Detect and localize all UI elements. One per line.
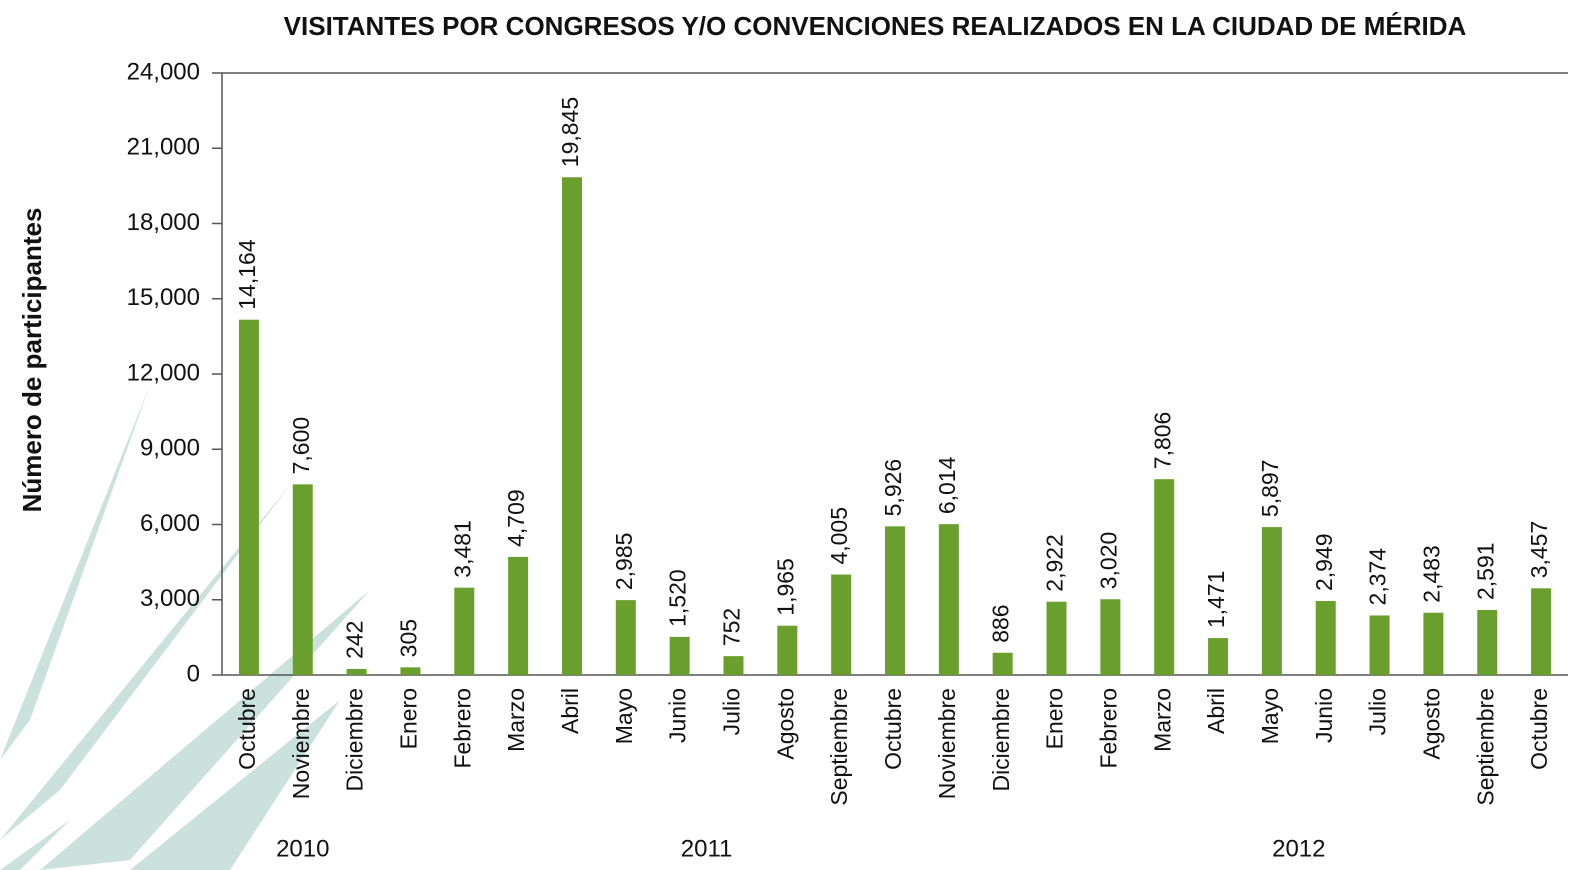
x-tick-label: Diciembre xyxy=(342,688,368,792)
background-leaf xyxy=(130,700,340,870)
value-label: 2,483 xyxy=(1418,545,1444,603)
background-leaf xyxy=(0,485,290,840)
bar xyxy=(831,574,852,675)
value-label: 14,164 xyxy=(234,239,260,310)
x-tick-label: Octubre xyxy=(234,688,260,770)
chart-title: VISITANTES POR CONGRESOS Y/O CONVENCIONE… xyxy=(284,11,1467,41)
bar xyxy=(1261,527,1282,675)
bar xyxy=(1369,615,1390,675)
x-tick-label: Abril xyxy=(557,688,583,734)
x-tick-label: Octubre xyxy=(880,688,906,770)
x-tick-label: Diciembre xyxy=(988,688,1014,792)
bar xyxy=(777,625,798,675)
bar xyxy=(1531,588,1552,675)
bar xyxy=(1154,479,1175,675)
value-label: 1,965 xyxy=(772,558,798,616)
value-label: 5,926 xyxy=(880,459,906,517)
bar xyxy=(1100,599,1121,675)
x-group-label: 2011 xyxy=(681,835,733,862)
value-label: 752 xyxy=(719,608,745,646)
bar xyxy=(615,600,636,675)
x-group-label: 2010 xyxy=(276,835,329,862)
value-label: 7,806 xyxy=(1149,412,1175,470)
value-label: 2,922 xyxy=(1042,534,1068,592)
y-tick-label: 21,000 xyxy=(127,134,200,161)
bar xyxy=(292,484,313,675)
value-label: 305 xyxy=(396,619,422,657)
value-label: 5,897 xyxy=(1257,460,1283,518)
x-tick-label: Septiembre xyxy=(826,688,852,806)
bar xyxy=(508,556,529,675)
bar xyxy=(1477,610,1498,675)
bar xyxy=(238,319,259,675)
value-label: 19,845 xyxy=(557,97,583,167)
y-tick-label: 6,000 xyxy=(140,510,200,537)
bar xyxy=(885,526,905,675)
x-tick-label: Agosto xyxy=(772,688,798,760)
background-leaf xyxy=(40,590,370,870)
value-label: 1,471 xyxy=(1203,571,1229,629)
y-tick-label: 3,000 xyxy=(140,585,200,612)
x-tick-label: Septiembre xyxy=(1472,688,1498,806)
x-tick-label: Enero xyxy=(1042,688,1068,749)
value-label: 3,020 xyxy=(1095,532,1121,590)
value-label: 2,949 xyxy=(1311,533,1337,591)
x-tick-label: Enero xyxy=(396,688,422,749)
bar xyxy=(1046,601,1067,675)
bar xyxy=(669,636,690,675)
value-label: 2,591 xyxy=(1472,542,1498,600)
value-label: 2,985 xyxy=(611,533,637,591)
bar xyxy=(1208,638,1229,675)
x-tick-label: Abril xyxy=(1203,688,1229,734)
x-tick-label: Febrero xyxy=(449,688,475,769)
value-label: 3,457 xyxy=(1526,521,1552,579)
bar xyxy=(938,524,959,675)
value-label: 2,374 xyxy=(1365,548,1391,606)
x-tick-label: Agosto xyxy=(1418,688,1444,760)
y-tick-label: 18,000 xyxy=(127,209,200,236)
bar xyxy=(992,652,1013,675)
value-label: 4,005 xyxy=(826,507,852,565)
x-tick-label: Mayo xyxy=(611,688,637,744)
value-label: 1,520 xyxy=(665,569,691,627)
x-tick-label: Noviembre xyxy=(288,688,314,799)
y-tick-label: 15,000 xyxy=(127,284,200,311)
value-label: 6,014 xyxy=(934,456,960,514)
x-tick-label: Marzo xyxy=(503,688,529,752)
y-tick-label: 12,000 xyxy=(127,359,200,386)
bar xyxy=(400,667,421,675)
value-label: 242 xyxy=(342,621,368,659)
x-tick-label: Marzo xyxy=(1149,688,1175,752)
bar xyxy=(1423,612,1444,675)
x-tick-label: Junio xyxy=(665,688,691,743)
x-tick-label: Mayo xyxy=(1257,688,1283,744)
bar xyxy=(1315,601,1336,675)
bar xyxy=(561,177,582,675)
bar xyxy=(454,587,475,675)
y-axis-title: Número de participantes xyxy=(17,208,47,513)
x-tick-label: Junio xyxy=(1311,688,1337,743)
background-decoration xyxy=(0,385,370,870)
x-tick-label: Octubre xyxy=(1526,688,1552,770)
bar xyxy=(723,656,744,675)
y-tick-label: 24,000 xyxy=(127,58,200,85)
x-tick-label: Noviembre xyxy=(934,688,960,799)
x-tick-label: Febrero xyxy=(1095,688,1121,769)
y-tick-label: 9,000 xyxy=(140,435,200,462)
y-tick-label: 0 xyxy=(187,660,200,687)
x-tick-label: Julio xyxy=(719,688,745,735)
background-leaf xyxy=(0,820,70,870)
bar xyxy=(346,668,367,675)
value-label: 886 xyxy=(988,604,1014,642)
x-tick-label: Julio xyxy=(1365,688,1391,735)
background-leaf xyxy=(0,385,150,760)
value-label: 4,709 xyxy=(503,489,529,547)
x-group-label: 2012 xyxy=(1272,835,1325,862)
value-label: 3,481 xyxy=(449,520,475,578)
value-label: 7,600 xyxy=(288,417,314,475)
